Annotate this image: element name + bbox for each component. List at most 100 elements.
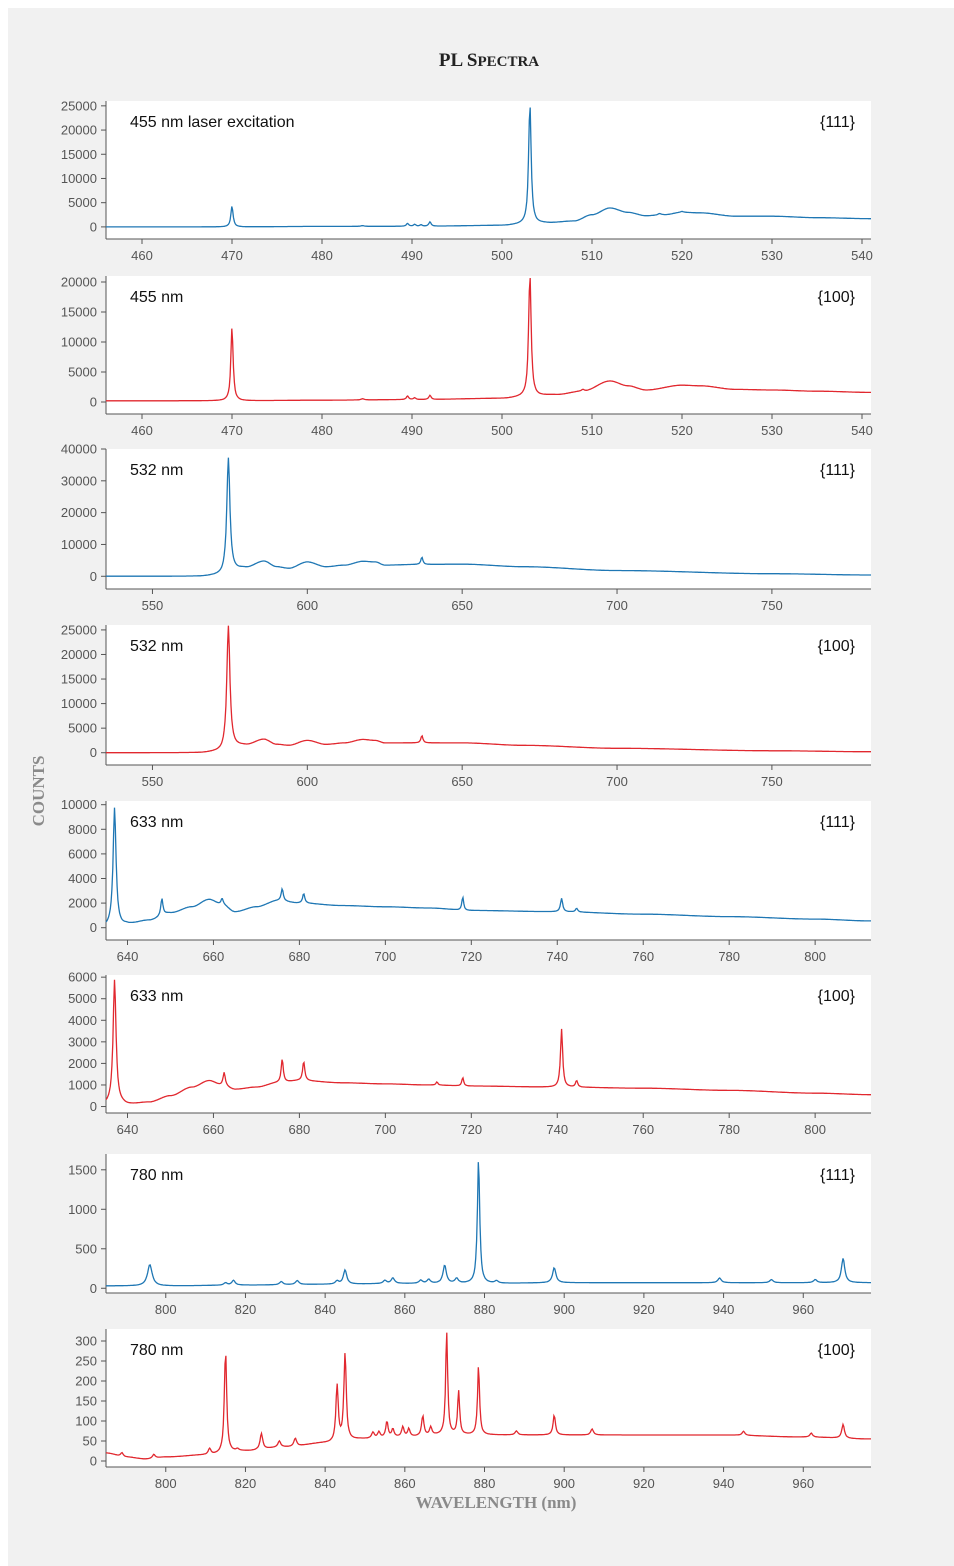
plot-area: [106, 975, 871, 1113]
x-tick-label: 900: [553, 1476, 575, 1491]
plot-area: [106, 276, 871, 414]
y-tick-label: 4000: [68, 1013, 97, 1028]
x-tick-label: 460: [131, 248, 153, 263]
spectrum-panel-1: 0 5000 10000 15000 20000 25000 460 470 480 490 500…: [61, 98, 873, 263]
spectrum-line: [106, 1332, 871, 1460]
panel-face-label: {100}: [818, 289, 856, 306]
y-tick-label: 1000: [68, 1077, 97, 1092]
x-tick-label: 720: [460, 949, 482, 964]
y-tick-label: 0: [90, 1454, 97, 1469]
x-tick-label: 960: [792, 1476, 814, 1491]
y-tick-label: 1000: [68, 1202, 97, 1217]
y-tick-label: 0: [90, 395, 97, 410]
y-tick-label: 25000: [61, 98, 97, 113]
y-tick-label: 10000: [61, 696, 97, 711]
x-tick-label: 540: [851, 423, 873, 438]
x-tick-label: 680: [289, 1122, 311, 1137]
spectrum-panel-7: 0 500 1000 1500 800 820 840 860 880 900 920 940 960 7…: [68, 1154, 871, 1317]
x-tick-label: 460: [131, 423, 153, 438]
y-tick-label: 6000: [68, 846, 97, 861]
x-tick-label: 520: [671, 423, 693, 438]
y-tick-label: 5000: [68, 991, 97, 1006]
spectrum-line: [105, 979, 871, 1104]
x-tick-label: 940: [713, 1302, 735, 1317]
spectrum-panel-5: 0 2000 4000 6000 8000 10000 640 660 680 700 720 740…: [61, 797, 871, 964]
x-tick-label: 550: [142, 774, 164, 789]
x-tick-label: 800: [155, 1302, 177, 1317]
x-tick-label: 900: [553, 1302, 575, 1317]
y-tick-label: 0: [90, 920, 97, 935]
x-tick-label: 720: [460, 1122, 482, 1137]
y-tick-label: 200: [75, 1374, 97, 1389]
panel-face-label: {100}: [818, 1342, 856, 1359]
y-tick-label: 250: [75, 1354, 97, 1369]
x-tick-label: 480: [311, 248, 333, 263]
y-tick-label: 150: [75, 1394, 97, 1409]
y-tick-label: 30000: [61, 473, 97, 488]
x-tick-label: 920: [633, 1476, 655, 1491]
panel-face-label: {111}: [820, 814, 856, 831]
x-tick-label: 500: [491, 423, 513, 438]
x-tick-label: 510: [581, 248, 603, 263]
y-tick-label: 25000: [61, 622, 97, 637]
x-tick-label: 530: [761, 423, 783, 438]
y-tick-label: 20000: [61, 123, 97, 138]
x-tick-label: 640: [117, 949, 139, 964]
panel-face-label: {111}: [820, 1167, 856, 1184]
plot-area: [106, 1329, 871, 1467]
x-tick-label: 800: [155, 1476, 177, 1491]
plot-area: [106, 801, 871, 940]
x-tick-label: 700: [606, 598, 628, 613]
y-tick-label: 20000: [61, 505, 97, 520]
plot-area: [106, 1154, 871, 1293]
y-tick-label: 1500: [68, 1162, 97, 1177]
y-tick-label: 100: [75, 1414, 97, 1429]
x-tick-label: 760: [632, 1122, 654, 1137]
x-tick-label: 700: [375, 949, 397, 964]
x-tick-label: 750: [761, 774, 783, 789]
x-tick-label: 650: [451, 598, 473, 613]
x-tick-label: 600: [296, 774, 318, 789]
y-tick-label: 0: [90, 219, 97, 234]
x-tick-label: 780: [718, 1122, 740, 1137]
x-tick-label: 920: [633, 1302, 655, 1317]
x-tick-label: 470: [221, 423, 243, 438]
spectrum-panel-8: 0 50 100 150 200 250 300 800 820 840 860 880 900 920 9…: [75, 1329, 871, 1491]
chart-title-first: PL S: [439, 50, 478, 71]
y-tick-label: 0: [90, 569, 97, 584]
panel-excitation-label: 633 nm: [130, 988, 183, 1005]
y-tick-label: 5000: [68, 365, 97, 380]
x-tick-label: 780: [718, 949, 740, 964]
x-tick-label: 760: [632, 949, 654, 964]
x-tick-label: 530: [761, 248, 783, 263]
x-tick-label: 640: [117, 1122, 139, 1137]
panel-face-label: {111}: [820, 114, 856, 131]
y-tick-label: 2000: [68, 1056, 97, 1071]
x-tick-label: 700: [375, 1122, 397, 1137]
y-tick-label: 0: [90, 745, 97, 760]
x-tick-label: 880: [474, 1476, 496, 1491]
x-tick-label: 880: [474, 1302, 496, 1317]
spectrum-line: [106, 1162, 871, 1287]
x-tick-label: 500: [491, 248, 513, 263]
y-tick-label: 15000: [61, 147, 97, 162]
x-tick-label: 550: [142, 598, 164, 613]
x-tick-label: 480: [311, 423, 333, 438]
panel-face-label: {111}: [820, 462, 856, 479]
y-tick-label: 4000: [68, 871, 97, 886]
x-tick-label: 490: [401, 423, 423, 438]
panel-excitation-label: 532 nm: [130, 638, 183, 655]
x-tick-label: 470: [221, 248, 243, 263]
y-tick-label: 3000: [68, 1034, 97, 1049]
x-tick-label: 540: [851, 248, 873, 263]
y-axis-title: COUNTS: [29, 756, 48, 827]
x-axis-title: WAVELENGTH (nm): [416, 1493, 577, 1512]
y-tick-label: 50: [83, 1434, 97, 1449]
x-tick-label: 860: [394, 1476, 416, 1491]
x-tick-label: 860: [394, 1302, 416, 1317]
panel-face-label: {100}: [818, 988, 856, 1005]
panel-excitation-label: 780 nm: [130, 1167, 183, 1184]
spectrum-panel-6: 0 1000 2000 3000 4000 5000 6000 640 660 680 700 720…: [68, 970, 871, 1137]
panel-excitation-label: 532 nm: [130, 462, 183, 479]
x-tick-label: 510: [581, 423, 603, 438]
